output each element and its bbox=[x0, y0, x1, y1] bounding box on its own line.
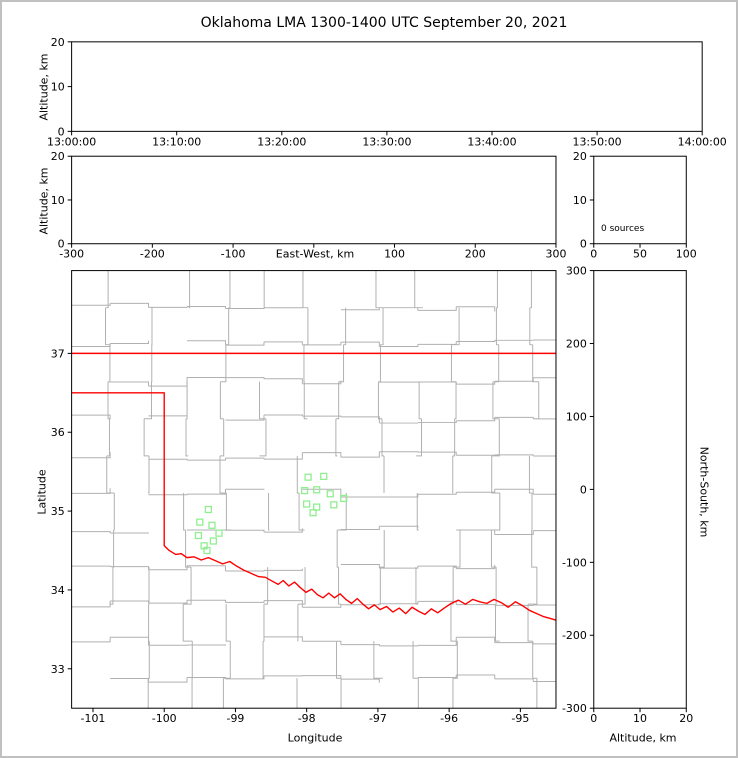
svg-text:300: 300 bbox=[546, 248, 567, 261]
ew-height-ylabel: Altitude, km bbox=[37, 167, 51, 235]
map-ylabel: Latitude bbox=[35, 469, 49, 515]
svg-text:0: 0 bbox=[58, 125, 65, 138]
svg-text:10: 10 bbox=[633, 712, 647, 725]
svg-text:20: 20 bbox=[51, 36, 65, 49]
svg-text:-99: -99 bbox=[227, 712, 245, 725]
svg-text:300: 300 bbox=[566, 265, 587, 278]
svg-text:13:10:00: 13:10:00 bbox=[152, 135, 201, 148]
svg-text:10: 10 bbox=[51, 81, 65, 94]
figure-title: Oklahoma LMA 1300-1400 UTC September 20,… bbox=[200, 15, 568, 31]
lma-station-markers bbox=[194, 472, 348, 555]
svg-text:-96: -96 bbox=[440, 712, 458, 725]
svg-text:10: 10 bbox=[573, 194, 587, 207]
svg-text:14:00:00: 14:00:00 bbox=[678, 135, 727, 148]
histogram-source-count: 0 sources bbox=[601, 224, 645, 234]
svg-text:13:50:00: 13:50:00 bbox=[573, 135, 622, 148]
svg-text:100: 100 bbox=[676, 248, 697, 261]
svg-text:13:20:00: 13:20:00 bbox=[257, 135, 306, 148]
svg-text:34: 34 bbox=[51, 584, 65, 597]
ew-height-xlabel: East-West, km bbox=[275, 247, 355, 261]
svg-text:36: 36 bbox=[51, 426, 65, 439]
svg-text:-97: -97 bbox=[369, 712, 387, 725]
svg-text:50: 50 bbox=[633, 248, 647, 261]
svg-text:-100: -100 bbox=[221, 248, 246, 261]
svg-text:100: 100 bbox=[384, 248, 405, 261]
svg-text:-98: -98 bbox=[298, 712, 316, 725]
svg-text:0: 0 bbox=[590, 712, 597, 725]
svg-text:0: 0 bbox=[590, 248, 597, 261]
ns-height-right-label: North-South, km bbox=[697, 446, 711, 538]
svg-text:13:00:00: 13:00:00 bbox=[47, 135, 96, 148]
ns-height-xlabel: Altitude, km bbox=[609, 731, 677, 745]
svg-text:37: 37 bbox=[51, 347, 65, 360]
svg-text:-200: -200 bbox=[140, 248, 165, 261]
svg-text:100: 100 bbox=[566, 410, 587, 423]
svg-text:-95: -95 bbox=[511, 712, 529, 725]
time-height-ylabel: Altitude, km bbox=[37, 53, 51, 121]
svg-text:20: 20 bbox=[679, 712, 693, 725]
svg-text:200: 200 bbox=[566, 338, 587, 351]
svg-text:13:30:00: 13:30:00 bbox=[362, 135, 411, 148]
svg-text:33: 33 bbox=[51, 663, 65, 676]
svg-text:35: 35 bbox=[51, 505, 65, 518]
svg-text:-100: -100 bbox=[152, 712, 177, 725]
svg-text:20: 20 bbox=[51, 150, 65, 163]
map-xlabel: Longitude bbox=[287, 731, 343, 745]
svg-text:-101: -101 bbox=[81, 712, 106, 725]
svg-text:-300: -300 bbox=[59, 248, 84, 261]
svg-text:13:40:00: 13:40:00 bbox=[467, 135, 516, 148]
svg-text:-300: -300 bbox=[562, 702, 587, 715]
oklahoma-state-border bbox=[71, 352, 556, 622]
svg-text:20: 20 bbox=[573, 150, 587, 163]
svg-text:-200: -200 bbox=[562, 629, 587, 642]
map-layers bbox=[71, 270, 556, 709]
svg-text:0: 0 bbox=[58, 238, 65, 251]
svg-text:200: 200 bbox=[465, 248, 486, 261]
svg-text:0: 0 bbox=[580, 238, 587, 251]
county-boundaries bbox=[71, 270, 556, 709]
svg-text:-100: -100 bbox=[562, 556, 587, 569]
svg-text:10: 10 bbox=[51, 194, 65, 207]
svg-text:0: 0 bbox=[580, 483, 587, 496]
